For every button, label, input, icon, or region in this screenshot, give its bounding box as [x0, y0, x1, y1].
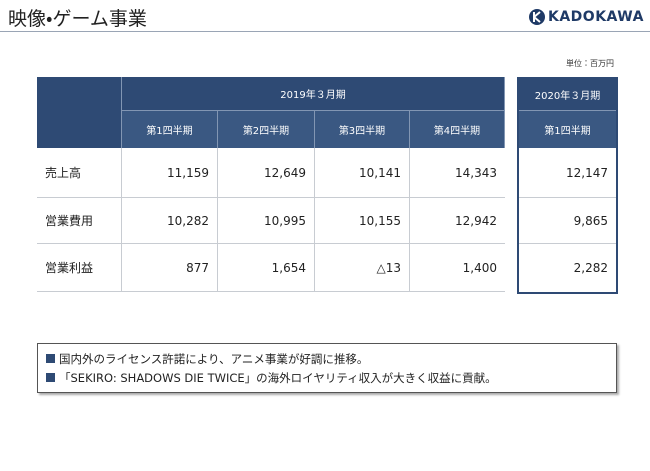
- column-header: 第4四半期: [410, 110, 505, 148]
- note-text: 国内外のライセンス許諾により、アニメ事業が好調に推移。: [59, 351, 369, 366]
- value-cell: 877: [122, 244, 218, 292]
- highlight-box: [517, 77, 618, 294]
- note-item: 「SEKIRO: SHADOWS DIE TWICE」の海外ロイヤリティ収入が大…: [46, 368, 608, 387]
- logo-emblem: [529, 9, 545, 25]
- header-rule: [0, 31, 650, 32]
- period-header: 2020年３月期: [519, 79, 616, 110]
- note-item: 国内外のライセンス許諾により、アニメ事業が好調に推移。: [46, 349, 608, 368]
- value-cell: 1,654: [218, 244, 315, 292]
- note-text: 「SEKIRO: SHADOWS DIE TWICE」の海外ロイヤリティ収入が大…: [59, 370, 497, 385]
- page-title: 映像・ゲーム事業: [8, 8, 147, 30]
- value-cell: 10,282: [122, 198, 218, 244]
- value-cell: 12,942: [410, 198, 505, 244]
- value-cell: 2,282: [573, 261, 608, 275]
- value-cell: 11,159: [122, 148, 218, 198]
- logo-text: KADOKAWA: [548, 9, 644, 25]
- row-label: 売上高: [37, 148, 122, 198]
- row-label: 営業費用: [37, 198, 122, 244]
- column-header: 第2四半期: [218, 110, 315, 148]
- column-header: 第1四半期: [519, 110, 616, 148]
- value-cell: 9,865: [519, 198, 616, 244]
- unit-label: 単位：百万円: [566, 59, 614, 68]
- header-corner: [37, 77, 122, 148]
- value-cell: 12,649: [218, 148, 315, 198]
- value-cell: 1,400: [410, 244, 505, 292]
- bullet: [46, 373, 55, 382]
- value-cell: △13: [315, 244, 410, 292]
- column-header: 第1四半期: [122, 110, 218, 148]
- bullet: [46, 354, 55, 363]
- value-cell: 10,141: [315, 148, 410, 198]
- value-cell: 10,995: [218, 198, 315, 244]
- value-cell: 14,343: [410, 148, 505, 198]
- value-cell: 10,155: [315, 198, 410, 244]
- value-cell: 12,147: [519, 148, 616, 198]
- row-label: 営業利益: [37, 244, 122, 292]
- column-header: 第3四半期: [315, 110, 410, 148]
- notes-box: 国内外のライセンス許諾により、アニメ事業が好調に推移。「SEKIRO: SHAD…: [37, 343, 617, 393]
- period-header: 2019年３月期: [122, 77, 505, 110]
